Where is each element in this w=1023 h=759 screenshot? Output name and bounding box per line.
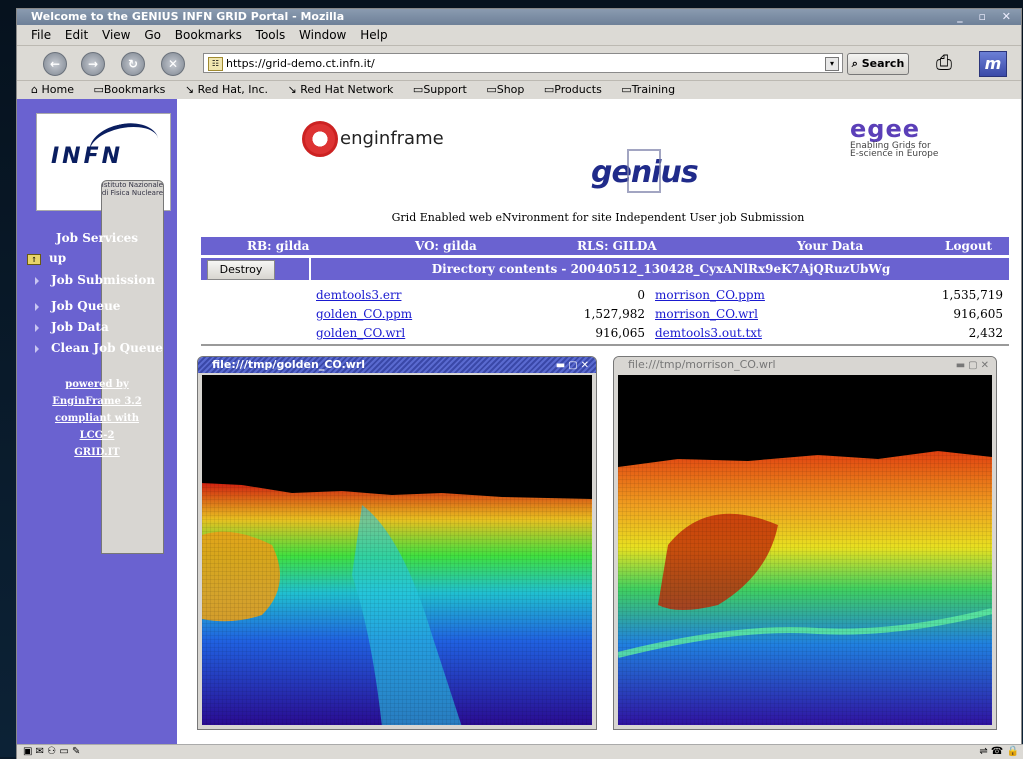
table-row: golden_CO.ppm 1,527,982 morrison_CO.wrl … <box>17 307 1021 325</box>
forward-button[interactable]: → <box>81 52 105 76</box>
bookmark-home[interactable]: ⌂ Home <box>31 83 74 96</box>
menu-edit[interactable]: Edit <box>64 28 89 42</box>
terrain-render[interactable] <box>618 375 992 725</box>
bookmark-training[interactable]: ▭Training <box>621 83 676 96</box>
subwindow-controls[interactable]: ▬▢✕ <box>555 360 592 371</box>
vrml-window-golden[interactable]: file:///tmp/golden_CO.wrl ▬▢✕ <box>197 356 597 730</box>
egee-logo: egee Enabling Grids for E-science in Eur… <box>850 115 939 159</box>
menu-tools[interactable]: Tools <box>255 28 286 42</box>
file-link[interactable]: morrison_CO.wrl <box>655 307 759 321</box>
genius-tagline: Grid Enabled web eNvironment for site In… <box>391 211 805 224</box>
window-title: Welcome to the GENIUS INFN GRID Portal -… <box>31 10 345 23</box>
enginframe-link[interactable]: EnginFrame 3.2 <box>52 396 142 407</box>
window-controls[interactable]: _ ▫ ✕ <box>957 10 1017 23</box>
file-size: 1,535,719 <box>941 288 1003 302</box>
file-size: 0 <box>637 288 645 302</box>
compliant-with-text[interactable]: compliant with <box>54 413 140 424</box>
vo-label: VO: gilda <box>415 239 477 253</box>
folder-up-icon: ↑ <box>27 254 41 265</box>
subwindow-title: file:///tmp/golden_CO.wrl <box>212 358 366 371</box>
file-size: 916,605 <box>953 307 1003 321</box>
menu-window[interactable]: Window <box>299 28 347 42</box>
lcg2-link[interactable]: LCG-2 <box>79 430 115 441</box>
search-button[interactable]: ⌕ Search <box>847 53 909 75</box>
navigation-toolbar: ← → ↻ ✕ ☷ https://grid-demo.ct.infn.it/ … <box>17 46 1021 81</box>
table-row: demtools3.err 0 morrison_CO.ppm 1,535,71… <box>17 288 1021 306</box>
sidebar-item-clean-job-queue[interactable]: Clean Job Queue <box>35 341 163 355</box>
file-link[interactable]: demtools3.err <box>316 288 402 302</box>
bullet-icon <box>35 302 39 311</box>
url-dropdown-icon[interactable]: ▾ <box>825 57 839 71</box>
stop-button[interactable]: ✕ <box>161 52 185 76</box>
url-text: https://grid-demo.ct.infn.it/ <box>226 57 375 70</box>
site-icon: ☷ <box>208 57 223 71</box>
menubar: File Edit View Go Bookmarks Tools Window… <box>17 25 1021 46</box>
file-link[interactable]: morrison_CO.ppm <box>655 288 765 302</box>
logout-link[interactable]: Logout <box>945 239 993 253</box>
bullet-icon <box>35 344 39 353</box>
bookmark-products[interactable]: ▭Products <box>543 83 602 96</box>
reload-button[interactable]: ↻ <box>121 52 145 76</box>
your-data-link[interactable]: Your Data <box>797 239 864 253</box>
sidebar-item-job-data[interactable]: Job Data <box>35 320 109 334</box>
subwindow-controls[interactable]: ▬▢✕ <box>955 360 992 371</box>
file-link[interactable]: golden_CO.wrl <box>316 326 406 340</box>
print-icon[interactable]: ⎙ <box>936 50 952 74</box>
menu-file[interactable]: File <box>31 28 52 42</box>
file-link[interactable]: demtools3.out.txt <box>655 326 762 340</box>
bookmarks-toolbar: ⌂ Home ▭Bookmarks ↘ Red Hat, Inc. ↘ Red … <box>17 81 1021 100</box>
menu-go[interactable]: Go <box>144 28 161 42</box>
sidebar-item-job-submission[interactable]: Job Submission <box>35 273 155 287</box>
status-bar: ▣ ✉ ⚇ ▭ ✎ ⇌ ☎ 🔒 <box>17 744 1023 759</box>
bookmark-redhat[interactable]: ↘ Red Hat, Inc. <box>184 83 269 96</box>
divider <box>201 344 1009 346</box>
terrain-render[interactable] <box>202 375 592 725</box>
vrml-window-morrison[interactable]: file:///tmp/morrison_CO.wrl ▬▢✕ <box>613 356 997 730</box>
url-bar[interactable]: ☷ https://grid-demo.ct.infn.it/ ▾ <box>203 53 843 73</box>
security-lock-icon[interactable]: ⇌ ☎ 🔒 <box>979 746 1019 757</box>
table-row: golden_CO.wrl 916,065 demtools3.out.txt … <box>17 326 1021 344</box>
gridit-link[interactable]: GRID.IT <box>74 447 120 458</box>
back-button[interactable]: ← <box>43 52 67 76</box>
enginframe-logo: enginframe <box>302 121 444 157</box>
powered-by-text[interactable]: powered by <box>65 379 129 390</box>
rls-label: RLS: GILDA <box>577 239 657 253</box>
subwindow-title: file:///tmp/morrison_CO.wrl <box>628 358 776 371</box>
infn-logo: INFN Istituto Nazionale di Fisica Nuclear… <box>36 113 171 554</box>
mozilla-logo-icon: m <box>979 51 1007 77</box>
directory-title: Directory contents - 20040512_130428_Cyx… <box>309 258 1011 280</box>
menu-view[interactable]: View <box>102 28 131 42</box>
window-titlebar[interactable]: Welcome to the GENIUS INFN GRID Portal -… <box>17 9 1021 25</box>
genius-logo: genius <box>591 149 699 193</box>
bookmark-support[interactable]: ▭Support <box>412 83 467 96</box>
sidebar-item-up[interactable]: ↑ up <box>27 251 66 265</box>
page-content: INFN Istituto Nazionale di Fisica Nuclear… <box>17 99 1021 744</box>
sidebar-item-job-queue[interactable]: Job Queue <box>35 299 120 313</box>
bookmark-redhat-network[interactable]: ↘ Red Hat Network <box>287 83 394 96</box>
menu-help[interactable]: Help <box>360 28 388 42</box>
file-size: 2,432 <box>968 326 1003 340</box>
browser-window: Welcome to the GENIUS INFN GRID Portal -… <box>16 8 1023 759</box>
file-size: 1,527,982 <box>583 307 645 321</box>
search-icon: ⌕ <box>851 57 862 70</box>
bullet-icon <box>35 276 39 285</box>
search-label: Search <box>861 57 905 70</box>
file-link[interactable]: golden_CO.ppm <box>316 307 413 321</box>
job-services-heading: Job Services <box>55 231 139 245</box>
sidebar: INFN Istituto Nazionale di Fisica Nuclear… <box>17 99 177 744</box>
statusbar-icons[interactable]: ▣ ✉ ⚇ ▭ ✎ <box>23 746 81 757</box>
info-bar: RB: gilda VO: gilda RLS: GILDA Your Data… <box>201 237 1009 255</box>
subwindow-titlebar[interactable]: file:///tmp/morrison_CO.wrl ▬▢✕ <box>614 357 996 373</box>
menu-bookmarks[interactable]: Bookmarks <box>174 28 242 42</box>
directory-bar: Destroy Directory contents - 20040512_13… <box>201 258 1009 280</box>
rb-label: RB: gilda <box>247 239 310 253</box>
file-size: 916,065 <box>595 326 645 340</box>
bookmark-bookmarks[interactable]: ▭Bookmarks <box>93 83 166 96</box>
bookmark-shop[interactable]: ▭Shop <box>486 83 525 96</box>
destroy-button[interactable]: Destroy <box>207 260 275 280</box>
subwindow-titlebar[interactable]: file:///tmp/golden_CO.wrl ▬▢✕ <box>198 357 596 373</box>
bullet-icon <box>35 323 39 332</box>
